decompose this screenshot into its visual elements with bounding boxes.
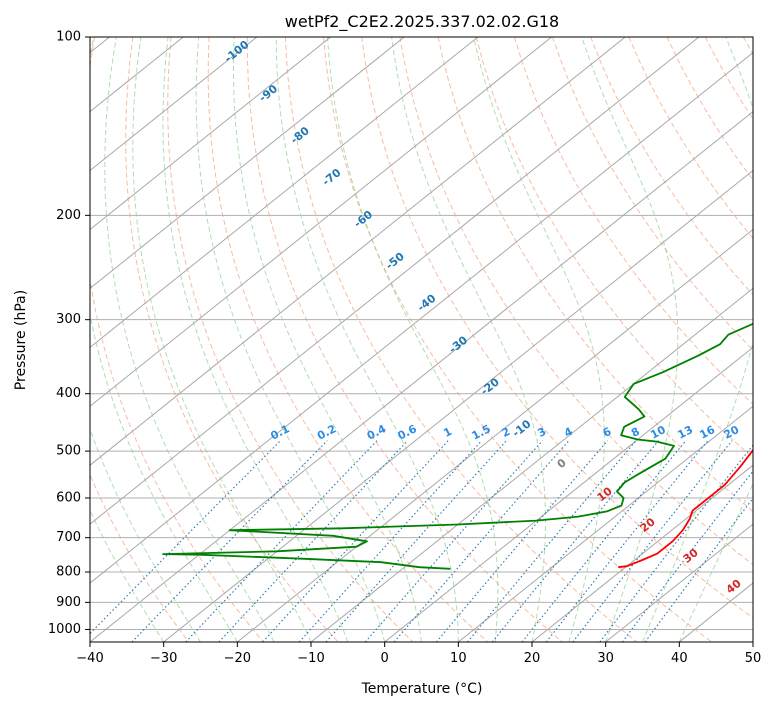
- isotherm-line: [90, 37, 552, 407]
- isotherm-line: [90, 37, 405, 290]
- dry-adiabat-line: [590, 37, 753, 296]
- x-tick-label: −40: [76, 651, 103, 666]
- dry-adiabat-line: [513, 37, 753, 405]
- dry-adiabat-line: [246, 37, 563, 642]
- mixing-ratio-label: 10: [648, 423, 668, 442]
- moist-adiabat-line: [473, 37, 605, 642]
- mixing-ratio-line: [262, 440, 449, 642]
- y-tick-label: 800: [56, 565, 81, 580]
- dry-adiabat-line: [125, 37, 339, 642]
- moist-adiabat-line: [104, 37, 275, 642]
- isotherm-line: [458, 405, 753, 642]
- x-tick-label: 50: [745, 651, 762, 666]
- background-lines: [90, 37, 753, 642]
- moist-adiabat-line: [90, 37, 238, 642]
- mixing-ratio-line: [131, 440, 328, 642]
- y-axis-label: Pressure (hPa): [13, 290, 29, 390]
- dry-adiabat-line: [207, 37, 488, 642]
- x-tick-label: −30: [150, 651, 177, 666]
- x-tick-label: −10: [297, 651, 324, 666]
- x-tick-label: 0: [381, 651, 389, 666]
- x-tick-label: 40: [671, 651, 688, 666]
- x-tick-label: −20: [224, 651, 251, 666]
- dry-adiabat-line: [399, 37, 753, 566]
- moist-adiabat-line: [90, 427, 201, 642]
- isotherm-line: [90, 37, 331, 231]
- axes: −40 −30 −20 −10 0 10 20 30 40 50 100 200 300 400 500 60…: [48, 30, 761, 667]
- mixing-ratio-line: [572, 440, 733, 642]
- x-tick-label: 30: [597, 651, 614, 666]
- isotherm-line: [310, 287, 753, 642]
- moist-adiabat-line: [327, 37, 499, 642]
- y-tick-label: 100: [56, 30, 81, 45]
- moist-adiabat-line: [195, 37, 386, 642]
- mixing-ratio-label: 13: [675, 423, 695, 442]
- dry-adiabat-line: [552, 37, 753, 351]
- chart-title: wetPf2_C2E2.2025.337.02.02.G18: [285, 12, 559, 32]
- isotherm-line: [90, 37, 479, 348]
- isotherm-line: [384, 346, 753, 642]
- moist-adiabat-line: [233, 37, 422, 642]
- y-tick-label: 600: [56, 491, 81, 506]
- moist-adiabat-line: [132, 37, 312, 642]
- x-tick-label: 20: [524, 651, 541, 666]
- dry-adiabat-line: [90, 473, 190, 642]
- mixing-ratio-line: [393, 440, 570, 642]
- y-tick-label: 700: [56, 530, 81, 545]
- mixing-ratio-line: [218, 440, 409, 642]
- mixing-ratio-line: [325, 440, 507, 642]
- dry-adiabat-line: [361, 37, 753, 619]
- isotherm-line: [90, 37, 258, 172]
- dewpoint-profile-line: [162, 322, 753, 570]
- isotherm-line: [605, 523, 753, 642]
- plot-frame: [89, 36, 754, 643]
- y-tick-label: 500: [56, 444, 81, 459]
- moist-adiabat-line: [275, 37, 459, 642]
- isotherm-line: [90, 37, 626, 466]
- isotherm-line: [531, 464, 753, 642]
- mixing-ratio-line: [521, 440, 687, 642]
- mixing-ratio-line: [185, 440, 378, 642]
- y-tick-label: 400: [56, 386, 81, 401]
- y-tick-label: 900: [56, 595, 81, 610]
- y-tick-label: 300: [56, 312, 81, 327]
- y-tick-label: 200: [56, 208, 81, 223]
- y-tick-label: 1000: [48, 622, 81, 637]
- mixing-ratio-line: [298, 440, 483, 642]
- data-series: [162, 322, 753, 570]
- moist-adiabat-line: [90, 509, 165, 642]
- dry-adiabat-line: [90, 37, 264, 642]
- x-axis-label: Temperature (°C): [361, 681, 483, 697]
- x-tick-label: 10: [450, 651, 467, 666]
- dry-adiabat-line: [284, 37, 638, 642]
- moist-adiabat-line: [391, 37, 547, 642]
- mixing-ratio-line: [364, 440, 544, 642]
- mixing-ratio-label: 20: [722, 423, 742, 442]
- isotherm-line: [90, 52, 753, 584]
- moist-adiabat-line: [581, 37, 679, 642]
- mixing-ratio-line: [90, 440, 281, 635]
- mixing-ratio-label: 16: [697, 423, 717, 442]
- isotherm-line: [90, 37, 700, 525]
- isotherm-line: [163, 169, 753, 642]
- moist-adiabat-line: [678, 482, 753, 642]
- temperature-profile-line: [618, 448, 753, 569]
- isotherm-line: [90, 110, 753, 642]
